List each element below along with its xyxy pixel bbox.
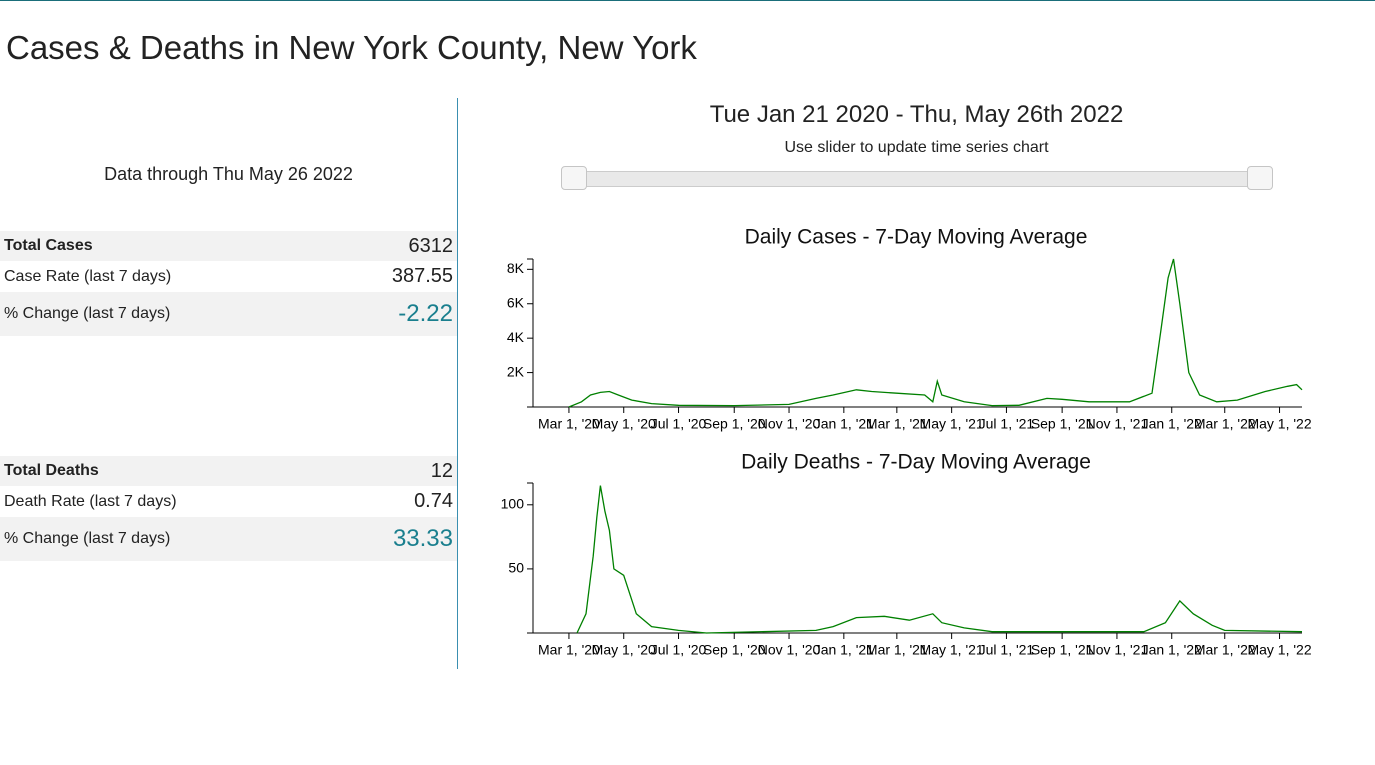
line bbox=[576, 485, 1303, 634]
x-tick-label: Sep 1, '20 bbox=[703, 416, 766, 432]
x-tick-label: Nov 1, '21 bbox=[1086, 642, 1149, 658]
x-tick-label: Nov 1, '21 bbox=[1086, 416, 1149, 432]
page-title: Cases & Deaths in New York County, New Y… bbox=[6, 29, 697, 66]
x-tick-label: May 1, '20 bbox=[592, 416, 656, 432]
range-title: Tue Jan 21 2020 - Thu, May 26th 2022 bbox=[709, 101, 1124, 128]
x-tick-label: Sep 1, '21 bbox=[1031, 642, 1094, 658]
y-tick-label: 100 bbox=[501, 495, 525, 511]
table-row: Case Rate (last 7 days) 387.55 bbox=[0, 261, 457, 292]
y-tick-label: 8K bbox=[507, 260, 525, 276]
row-value: 0.74 bbox=[414, 490, 453, 512]
x-tick-label: Jul 1, '21 bbox=[979, 416, 1035, 432]
chart-title: Daily Cases - 7-Day Moving Average bbox=[745, 226, 1088, 249]
row-value: -2.22 bbox=[398, 300, 453, 327]
y-tick-label: 4K bbox=[507, 329, 525, 345]
x-tick-label: Mar 1, '21 bbox=[866, 416, 928, 432]
x-tick-label: Jan 1, '22 bbox=[1142, 642, 1202, 658]
x-tick-label: Jan 1, '21 bbox=[814, 416, 874, 432]
data-through: Data through Thu May 26 2022 bbox=[104, 164, 353, 184]
x-tick-label: Jul 1, '20 bbox=[651, 642, 707, 658]
table-row: Death Rate (last 7 days) 0.74 bbox=[0, 486, 457, 517]
y-tick-label: 2K bbox=[507, 363, 525, 379]
x-tick-label: Jan 1, '21 bbox=[814, 642, 874, 658]
row-label: % Change (last 7 days) bbox=[4, 530, 171, 547]
row-label: Case Rate (last 7 days) bbox=[4, 267, 172, 285]
x-tick-label: May 1, '22 bbox=[1247, 416, 1311, 432]
row-value: 6312 bbox=[408, 234, 454, 257]
slider-handle[interactable] bbox=[1247, 166, 1273, 190]
table-row: Total Deaths 12 bbox=[0, 456, 457, 486]
x-tick-label: Mar 1, '22 bbox=[1194, 416, 1256, 432]
x-tick-label: Mar 1, '22 bbox=[1194, 642, 1256, 658]
summary-panel: Data through Thu May 26 2022 Total Cases… bbox=[0, 98, 458, 669]
x-tick-label: May 1, '20 bbox=[592, 642, 656, 658]
row-value: 387.55 bbox=[391, 265, 453, 287]
slider-hint: Use slider to update time series chart bbox=[784, 139, 1049, 156]
chart-title: Daily Deaths - 7-Day Moving Average bbox=[741, 451, 1091, 474]
row-value: 33.33 bbox=[392, 525, 453, 552]
row-value: 12 bbox=[430, 459, 453, 482]
cases-table: Total Cases 6312 Case Rate (last 7 days) 3… bbox=[0, 231, 457, 336]
x-tick-label: May 1, '21 bbox=[920, 416, 984, 432]
deaths-table: Total Deaths 12 Death Rate (last 7 days) 0… bbox=[0, 456, 457, 561]
y-tick-label: 50 bbox=[508, 560, 524, 576]
x-tick-label: Nov 1, '20 bbox=[758, 642, 821, 658]
row-label: Total Cases bbox=[4, 237, 93, 254]
x-tick-label: Mar 1, '21 bbox=[866, 642, 928, 658]
slider-handle[interactable] bbox=[561, 166, 587, 190]
x-tick-label: May 1, '22 bbox=[1247, 642, 1311, 658]
x-tick-label: Jul 1, '20 bbox=[651, 416, 707, 432]
y-tick-label: 6K bbox=[507, 294, 525, 310]
x-tick-label: Sep 1, '20 bbox=[703, 642, 766, 658]
table-row: Total Cases 6312 bbox=[0, 231, 457, 261]
table-row: % Change (last 7 days) 33.33 bbox=[0, 517, 457, 561]
x-tick-label: Nov 1, '20 bbox=[758, 416, 821, 432]
x-tick-label: Sep 1, '21 bbox=[1031, 416, 1094, 432]
row-label: Total Deaths bbox=[4, 462, 99, 479]
x-tick-label: May 1, '21 bbox=[920, 642, 984, 658]
table-row: % Change (last 7 days) -2.22 bbox=[0, 292, 457, 336]
x-tick-label: Jul 1, '21 bbox=[979, 642, 1035, 658]
x-tick-label: Jan 1, '22 bbox=[1142, 416, 1202, 432]
x-tick-label: Mar 1, '20 bbox=[538, 416, 600, 432]
x-tick-label: Mar 1, '20 bbox=[538, 642, 600, 658]
row-label: Death Rate (last 7 days) bbox=[4, 492, 177, 510]
row-label: % Change (last 7 days) bbox=[4, 305, 171, 322]
line bbox=[568, 258, 1303, 408]
